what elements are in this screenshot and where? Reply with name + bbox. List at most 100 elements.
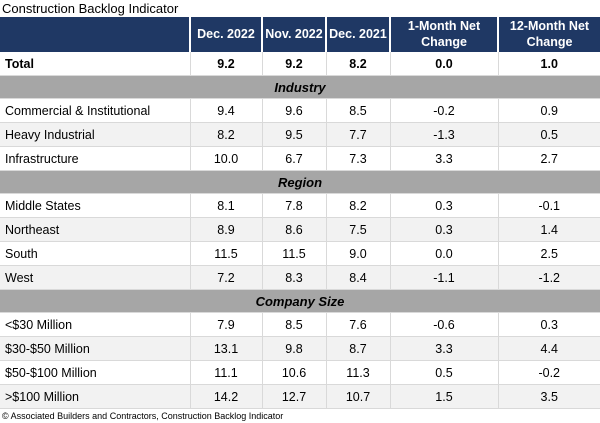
table-row: Heavy Industrial 8.2 9.5 7.7 -1.3 0.5 bbox=[0, 122, 600, 147]
section-band-company-size: Company Size bbox=[0, 289, 600, 313]
cell-value: 7.2 bbox=[189, 265, 262, 290]
cell-value: 3.3 bbox=[389, 336, 498, 361]
cell-value: 8.2 bbox=[325, 193, 390, 218]
cell-value: 9.5 bbox=[261, 122, 326, 147]
header-category-blank bbox=[0, 17, 190, 52]
cell-value: 2.7 bbox=[497, 146, 600, 171]
cell-value: 7.5 bbox=[325, 217, 390, 242]
cell-value: 8.5 bbox=[261, 312, 326, 337]
row-label: Infrastructure bbox=[0, 146, 190, 171]
cell-value: 1.5 bbox=[389, 384, 498, 409]
row-label: Commercial & Institutional bbox=[0, 98, 190, 123]
cell-value: 6.7 bbox=[261, 146, 326, 171]
cell-value: 8.1 bbox=[189, 193, 262, 218]
cell-value: 2.5 bbox=[497, 241, 600, 266]
row-label: South bbox=[0, 241, 190, 266]
table-row: South 11.5 11.5 9.0 0.0 2.5 bbox=[0, 241, 600, 266]
cell-value: 10.7 bbox=[325, 384, 390, 409]
cell-value: -1.2 bbox=[497, 265, 600, 290]
table-row: Middle States 8.1 7.8 8.2 0.3 -0.1 bbox=[0, 193, 600, 218]
cell-value: 0.5 bbox=[497, 122, 600, 147]
cell-value: 12.7 bbox=[261, 384, 326, 409]
cell-value: 7.7 bbox=[325, 122, 390, 147]
cell-value: 8.3 bbox=[261, 265, 326, 290]
cell-value: -1.3 bbox=[389, 122, 498, 147]
cell-value: 0.3 bbox=[389, 193, 498, 218]
cell-value: 0.5 bbox=[389, 360, 498, 385]
header-row: Dec. 2022 Nov. 2022 Dec. 2021 1-Month Ne… bbox=[0, 17, 600, 52]
row-label: $50-$100 Million bbox=[0, 360, 190, 385]
section-band-label: Region bbox=[0, 170, 600, 194]
cell-value: 8.4 bbox=[325, 265, 390, 290]
cell-value: -0.6 bbox=[389, 312, 498, 337]
section-band-region: Region bbox=[0, 170, 600, 194]
header-dec-2021: Dec. 2021 bbox=[325, 17, 390, 52]
cell-value: 9.0 bbox=[325, 241, 390, 266]
cell-value: 9.2 bbox=[261, 52, 326, 76]
cell-value: 14.2 bbox=[189, 384, 262, 409]
cell-value: 10.0 bbox=[189, 146, 262, 171]
cell-value: 8.7 bbox=[325, 336, 390, 361]
header-12-month-net-change: 12-Month Net Change bbox=[497, 17, 600, 52]
cell-value: 8.2 bbox=[189, 122, 262, 147]
cell-value: 0.9 bbox=[497, 98, 600, 123]
row-label: Middle States bbox=[0, 193, 190, 218]
cell-value: 1.4 bbox=[497, 217, 600, 242]
cell-value: 9.2 bbox=[189, 52, 262, 76]
cell-value: 0.0 bbox=[389, 52, 498, 76]
row-label: Total bbox=[5, 56, 34, 71]
page-title: Construction Backlog Indicator bbox=[2, 1, 179, 16]
cell-value: 0.0 bbox=[389, 241, 498, 266]
backlog-table: Dec. 2022 Nov. 2022 Dec. 2021 1-Month Ne… bbox=[0, 17, 600, 409]
table-row: Northeast 8.9 8.6 7.5 0.3 1.4 bbox=[0, 217, 600, 242]
cell-value: 3.5 bbox=[497, 384, 600, 409]
cell-value: 9.8 bbox=[261, 336, 326, 361]
row-label: <$30 Million bbox=[0, 312, 190, 337]
cell-value: 11.3 bbox=[325, 360, 390, 385]
copyright-footer: © Associated Builders and Contractors, C… bbox=[2, 411, 284, 421]
cell-value: 11.5 bbox=[261, 241, 326, 266]
table-row: Infrastructure 10.0 6.7 7.3 3.3 2.7 bbox=[0, 146, 600, 171]
header-dec-2022: Dec. 2022 bbox=[189, 17, 262, 52]
cell-value: 3.3 bbox=[389, 146, 498, 171]
row-label: $30-$50 Million bbox=[0, 336, 190, 361]
cell-value: 13.1 bbox=[189, 336, 262, 361]
section-band-industry: Industry bbox=[0, 75, 600, 99]
row-label: Northeast bbox=[0, 217, 190, 242]
cell-value: 11.1 bbox=[189, 360, 262, 385]
cell-value: 0.3 bbox=[497, 312, 600, 337]
table-row-total: Total 9.2 9.2 8.2 0.0 1.0 bbox=[0, 52, 600, 76]
cell-value: 8.9 bbox=[189, 217, 262, 242]
cell-value: 8.6 bbox=[261, 217, 326, 242]
cell-value: 11.5 bbox=[189, 241, 262, 266]
cell-value: 9.6 bbox=[261, 98, 326, 123]
header-1-month-net-change: 1-Month Net Change bbox=[389, 17, 498, 52]
table-row: <$30 Million 7.9 8.5 7.6 -0.6 0.3 bbox=[0, 312, 600, 337]
cell-value: 7.8 bbox=[261, 193, 326, 218]
cell-value: 9.4 bbox=[189, 98, 262, 123]
cell-value: 7.6 bbox=[325, 312, 390, 337]
section-band-label: Industry bbox=[0, 75, 600, 99]
cell-value: 8.2 bbox=[325, 52, 390, 76]
cell-value: 8.5 bbox=[325, 98, 390, 123]
table-row: >$100 Million 14.2 12.7 10.7 1.5 3.5 bbox=[0, 384, 600, 409]
row-label: Heavy Industrial bbox=[0, 122, 190, 147]
cell-value: 7.3 bbox=[325, 146, 390, 171]
cell-value: -0.1 bbox=[497, 193, 600, 218]
table-row: $50-$100 Million 11.1 10.6 11.3 0.5 -0.2 bbox=[0, 360, 600, 385]
row-label: West bbox=[0, 265, 190, 290]
cell-value: 7.9 bbox=[189, 312, 262, 337]
cell-value: 1.0 bbox=[497, 52, 600, 76]
table-row: Commercial & Institutional 9.4 9.6 8.5 -… bbox=[0, 98, 600, 123]
cell-value: 10.6 bbox=[261, 360, 326, 385]
header-nov-2022: Nov. 2022 bbox=[261, 17, 326, 52]
cell-value: -0.2 bbox=[497, 360, 600, 385]
table-row: $30-$50 Million 13.1 9.8 8.7 3.3 4.4 bbox=[0, 336, 600, 361]
table-row: West 7.2 8.3 8.4 -1.1 -1.2 bbox=[0, 265, 600, 290]
cell-value: 4.4 bbox=[497, 336, 600, 361]
cell-value: -0.2 bbox=[389, 98, 498, 123]
row-label: >$100 Million bbox=[0, 384, 190, 409]
section-band-label: Company Size bbox=[0, 289, 600, 313]
cell-value: 0.3 bbox=[389, 217, 498, 242]
